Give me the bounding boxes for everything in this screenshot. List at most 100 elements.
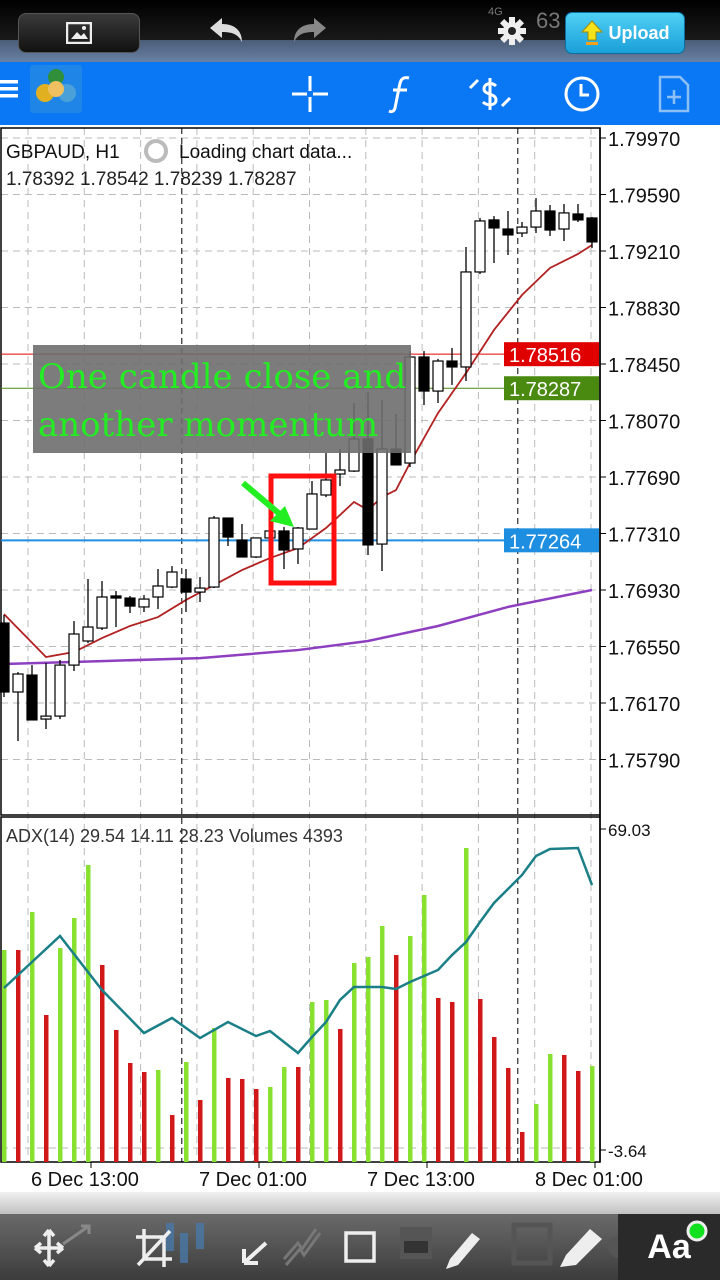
menu-button[interactable] <box>0 78 18 100</box>
price-tag-label: 1.77264 <box>509 531 581 553</box>
candle-body <box>292 527 304 550</box>
candle-body <box>516 226 528 234</box>
upload-arrow-icon <box>580 20 603 45</box>
candle-body <box>306 493 318 530</box>
pencil-tool-button[interactable] <box>396 1214 486 1280</box>
highlighter-tool-button[interactable] <box>510 1214 610 1280</box>
rectangle-tool-button[interactable] <box>340 1214 380 1280</box>
volume-bar <box>226 1078 231 1162</box>
candle-body <box>166 571 178 588</box>
price-tick-label: 1.79210 <box>608 242 680 264</box>
candle <box>0 614 10 698</box>
price-tick-label: 1.78830 <box>608 299 680 321</box>
loading-label: Loading chart data... <box>179 142 352 163</box>
candle <box>194 577 206 603</box>
volume-bar <box>86 864 91 1162</box>
green-arrow-icon[interactable] <box>241 480 294 527</box>
candle <box>82 578 94 644</box>
candle-body <box>124 597 136 607</box>
candle-body <box>236 539 248 558</box>
volume-bar <box>240 1079 245 1162</box>
mt4-logo[interactable] <box>30 65 82 113</box>
candle-body <box>250 537 262 558</box>
price-tick-label: 1.75790 <box>608 751 680 773</box>
volume-bar <box>338 1029 343 1162</box>
indicators-button[interactable] <box>380 62 420 126</box>
crosshair-icon <box>292 76 328 112</box>
crop-tool-button[interactable] <box>130 1214 220 1280</box>
volume-bar <box>562 1054 567 1162</box>
arrow-tool-button[interactable] <box>236 1214 326 1280</box>
settings-button[interactable] <box>497 16 527 51</box>
candle <box>180 569 192 613</box>
text-tool-label: Aa <box>647 1227 691 1266</box>
candle <box>432 358 444 403</box>
crosshair-button[interactable] <box>288 62 332 126</box>
loading-spinner-icon <box>144 139 168 163</box>
upload-button[interactable]: Upload <box>565 12 685 54</box>
volume-bar <box>114 1029 119 1162</box>
candle <box>124 595 136 614</box>
indicator-label: ADX(14) 29.54 14.11 28.23 Volumes 4393 <box>6 826 343 846</box>
mt4-logo-icon <box>36 69 76 102</box>
volume-bar <box>72 918 77 1162</box>
highlight-rectangle[interactable] <box>268 473 337 586</box>
candle <box>278 526 290 570</box>
volume-bar <box>576 1070 581 1162</box>
candle <box>474 217 486 275</box>
price-tick-label: 1.76930 <box>608 581 680 603</box>
annotation-box[interactable] <box>33 345 411 453</box>
candle <box>166 566 178 589</box>
volume-bar <box>422 894 427 1162</box>
trade-button[interactable] <box>466 62 514 126</box>
candle-body <box>530 210 542 228</box>
move-tool-button[interactable] <box>30 1214 96 1280</box>
candle <box>138 595 150 613</box>
ohlc-readout: 1.78392 1.78542 1.78239 1.78287 <box>6 169 297 190</box>
candle-body <box>334 469 346 475</box>
text-tool-button[interactable]: Aa <box>618 1214 720 1280</box>
time-label: 7 Dec 13:00 <box>367 1169 475 1191</box>
volume-bar <box>534 1104 539 1162</box>
candle <box>12 672 24 742</box>
new-order-button[interactable] <box>656 62 692 126</box>
candle-body <box>110 595 122 599</box>
ma-slow-line <box>3 588 593 666</box>
price-tag-label: 1.78516 <box>509 345 581 367</box>
chart-canvas[interactable]: One candle close and another momentum 1.… <box>0 125 720 1195</box>
upload-label: Upload <box>608 22 670 43</box>
time-label: 6 Dec 13:00 <box>31 1169 139 1191</box>
price-axis[interactable]: 1.79970 1.79590 1.79210 1.78830 1.78450 1.780… <box>599 128 680 1162</box>
pencil-icon <box>400 1227 480 1269</box>
candle <box>236 523 248 558</box>
candle-body <box>82 626 94 642</box>
candle <box>334 449 346 487</box>
timeframe-button[interactable] <box>562 62 602 126</box>
volume-bar <box>282 1067 287 1162</box>
candles <box>0 198 598 742</box>
candle <box>488 216 500 264</box>
volume-bar <box>254 1089 259 1162</box>
clock-icon <box>564 76 600 112</box>
time-axis[interactable]: 6 Dec 13:00 7 Dec 01:00 7 Dec 13:00 8 Dec 0… <box>31 1162 643 1191</box>
candle-body <box>376 448 388 545</box>
candle-body <box>54 664 66 717</box>
volume-bar <box>352 963 357 1162</box>
volume-bar <box>492 1037 497 1162</box>
candle <box>110 591 122 628</box>
volume-bar <box>100 964 105 1162</box>
volume-bar <box>212 1028 217 1162</box>
volume-bar <box>548 1054 553 1162</box>
candle-body <box>320 479 332 496</box>
candle <box>250 537 262 559</box>
candle <box>516 222 528 238</box>
volume-bar <box>380 925 385 1162</box>
function-icon <box>388 76 410 114</box>
new-document-icon <box>658 75 690 113</box>
candle <box>460 246 472 381</box>
redo-button[interactable] <box>292 16 328 51</box>
candle-body <box>222 517 234 538</box>
undo-button[interactable] <box>208 16 244 51</box>
screenshot-button[interactable] <box>18 13 140 53</box>
candle-body <box>474 220 486 273</box>
